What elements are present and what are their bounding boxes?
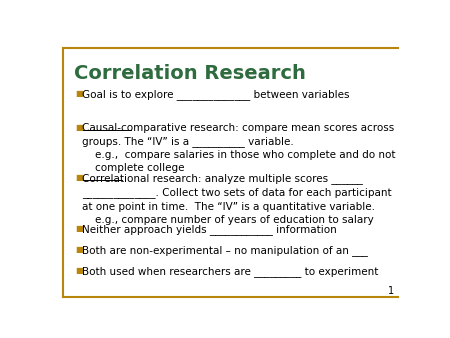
- Text: ■: ■: [76, 123, 83, 131]
- Text: Correlational research: analyze multiple scores ______
______________. Collect t: Correlational research: analyze multiple…: [82, 173, 392, 225]
- Text: 1: 1: [388, 286, 395, 296]
- Text: Both used when researchers are _________ to experiment: Both used when researchers are _________…: [82, 266, 379, 276]
- Text: Causal-comparative research: compare mean scores across
groups. The “IV” is a __: Causal-comparative research: compare mea…: [82, 123, 396, 173]
- Text: ■: ■: [76, 224, 83, 233]
- Text: ■: ■: [76, 173, 83, 182]
- Text: Both are non-experimental – no manipulation of an ___: Both are non-experimental – no manipulat…: [82, 245, 368, 256]
- Text: Neither approach yields ____________ information: Neither approach yields ____________ inf…: [82, 224, 337, 235]
- Text: Goal is to explore ______________ between variables: Goal is to explore ______________ betwee…: [82, 89, 350, 100]
- Text: ■: ■: [76, 89, 83, 98]
- Text: ■: ■: [76, 245, 83, 254]
- Text: ■: ■: [76, 266, 83, 275]
- Text: Correlation Research: Correlation Research: [74, 64, 306, 83]
